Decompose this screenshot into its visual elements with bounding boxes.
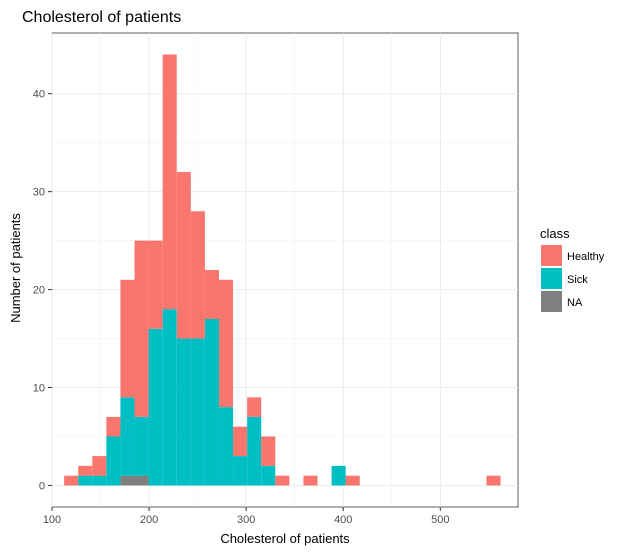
- bar-sick: [176, 338, 191, 486]
- bar-sick: [233, 456, 248, 486]
- x-tick-label: 100: [43, 514, 61, 526]
- y-axis-ticks: 0 10 20 30 40: [33, 89, 52, 492]
- bar-healthy: [218, 279, 234, 408]
- bar-healthy: [134, 240, 149, 417]
- y-tick-label: 40: [33, 89, 45, 101]
- legend: class Healthy Sick NA: [540, 226, 605, 312]
- bar-sick: [106, 436, 121, 486]
- x-tick-label: 200: [140, 514, 158, 526]
- bar-sick: [247, 416, 262, 486]
- y-axis-title: Number of patients: [8, 213, 23, 323]
- bar-healthy: [120, 279, 135, 398]
- bar-healthy: [233, 426, 248, 457]
- bar-healthy: [345, 475, 360, 486]
- bar-healthy: [162, 54, 177, 310]
- bar-na: [120, 475, 135, 486]
- y-tick-label: 0: [39, 480, 45, 492]
- bar-na: [134, 475, 149, 486]
- bar-sick: [204, 318, 219, 486]
- legend-label-na: NA: [567, 297, 583, 309]
- x-tick-label: 300: [237, 514, 255, 526]
- bar-healthy: [247, 397, 262, 417]
- bar-healthy: [275, 475, 290, 486]
- bar-sick: [331, 465, 346, 486]
- bar-sick: [261, 465, 276, 486]
- bar-healthy: [106, 416, 121, 437]
- bar-sick: [120, 397, 135, 476]
- bar-healthy: [190, 211, 205, 339]
- bar-sick: [78, 475, 93, 486]
- bar-sick: [92, 475, 107, 486]
- bar-healthy: [204, 270, 219, 319]
- bar-sick: [148, 328, 163, 486]
- bar-sick: [218, 407, 234, 486]
- bar-healthy: [148, 240, 163, 329]
- bar-sick: [134, 416, 149, 476]
- bar-healthy: [303, 475, 318, 486]
- bars: [64, 54, 501, 486]
- legend-key-healthy: [541, 245, 562, 266]
- legend-title: class: [540, 226, 570, 241]
- x-axis-ticks: 100 200 300 400 500: [43, 507, 450, 526]
- bar-healthy: [64, 475, 79, 486]
- x-tick-label: 400: [334, 514, 352, 526]
- chart-title: Cholesterol of patients: [22, 9, 181, 26]
- x-axis-title: Cholesterol of patients: [220, 531, 350, 546]
- bar-sick: [190, 338, 205, 486]
- x-tick-label: 500: [431, 514, 449, 526]
- bar-sick: [162, 309, 177, 486]
- bar-healthy: [486, 475, 501, 486]
- bar-healthy: [176, 172, 191, 339]
- bar-healthy: [92, 456, 107, 476]
- y-tick-label: 10: [33, 383, 45, 395]
- y-tick-label: 30: [33, 187, 45, 199]
- bar-healthy: [78, 465, 93, 476]
- bar-healthy: [261, 436, 276, 466]
- legend-key-na: [541, 291, 562, 312]
- y-tick-label: 20: [33, 285, 45, 297]
- legend-label-sick: Sick: [567, 274, 588, 286]
- legend-label-healthy: Healthy: [567, 251, 605, 263]
- legend-key-sick: [541, 268, 562, 289]
